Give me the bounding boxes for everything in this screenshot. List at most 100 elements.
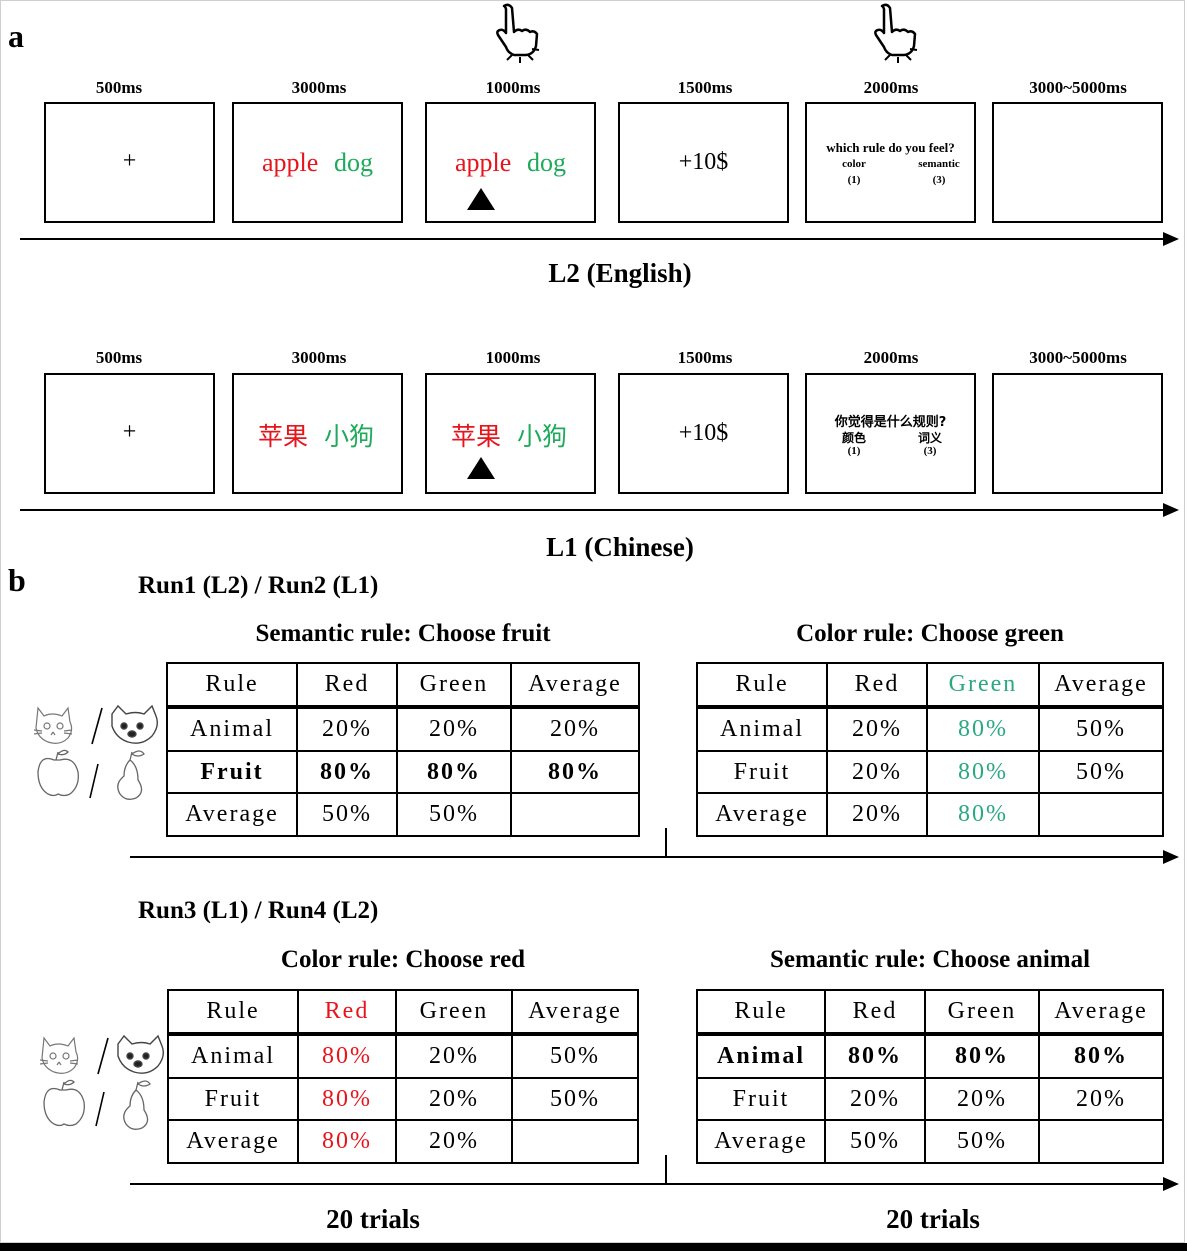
rule-question: which rule do you feel? — [826, 140, 955, 155]
l2-response-screen: apple dog — [425, 102, 596, 223]
option-color: 颜色 — [841, 431, 866, 445]
l2-time-1: 500ms — [95, 78, 143, 97]
block2-timeline-axis — [130, 1183, 1166, 1185]
slash-divider — [91, 707, 103, 745]
response-triangle-icon — [467, 188, 495, 210]
l2-time-6: 3000~5000ms — [1029, 78, 1127, 97]
block1-right-table: Rule Red Green Average Animal 20% 80% 50… — [696, 662, 1164, 837]
cat-sketch-icon — [39, 1036, 79, 1074]
table-cell: Average — [166, 792, 298, 837]
table-row: Animal 80% 80% 80% — [696, 1032, 1164, 1079]
table-cell — [511, 1119, 639, 1164]
table-cell — [1038, 792, 1164, 837]
table-cell: 50% — [824, 1119, 926, 1164]
table-cell: Fruit — [166, 749, 298, 795]
cat-sketch-icon — [33, 706, 73, 744]
fixation-cross: + — [122, 148, 137, 174]
l1-language-label: L1 (Chinese) — [546, 532, 694, 562]
table-cell: 50% — [924, 1119, 1040, 1164]
l2-language-label: L2 (English) — [548, 258, 692, 288]
block2-left-title: Color rule: Choose red — [280, 946, 526, 973]
table-cell: 80% — [510, 749, 640, 795]
pear-sketch-icon — [117, 750, 145, 800]
stimulus-word-red: 苹果 — [258, 422, 309, 451]
l1-stimulus-screen: 苹果 小狗 — [232, 373, 403, 494]
l2-timeline-arrow-icon — [1163, 232, 1179, 246]
l2-stimulus-screen: apple dog — [232, 102, 403, 223]
block1-run-title: Run1 (L2) / Run2 (L1) — [138, 572, 379, 599]
table-row: Fruit 80% 20% 50% — [167, 1076, 639, 1122]
l1-time-6: 3000~5000ms — [1029, 348, 1127, 367]
stimulus-sketches — [39, 1034, 165, 1130]
table-header-cell: Rule — [696, 989, 826, 1036]
table-cell: 80% — [926, 705, 1040, 752]
l2-rule-question-screen: which rule do you feel? color semantic (… — [805, 102, 976, 223]
l1-fixation-screen: + — [44, 373, 215, 494]
table-row: Animal 20% 80% 50% — [696, 705, 1164, 752]
block1-timeline-axis — [130, 856, 1166, 858]
block1-timeline-arrow-icon — [1163, 850, 1179, 864]
stimulus-sketches — [33, 704, 159, 800]
table-header-cell: Average — [1038, 662, 1164, 709]
table-cell: 80% — [297, 1032, 397, 1079]
l2-time-3: 1000ms — [485, 78, 541, 97]
table-header-cell: Green — [395, 989, 513, 1036]
option-semantic: semantic — [918, 158, 960, 170]
table-cell: 80% — [297, 1119, 397, 1164]
table-header-cell: Red — [826, 662, 928, 709]
table-cell: 20% — [824, 1076, 926, 1122]
l1-timeline-arrow-icon — [1163, 503, 1179, 517]
dog-sketch-icon — [117, 1034, 165, 1074]
l1-timeline-axis — [20, 509, 1165, 511]
block1-switch-tick — [665, 828, 667, 856]
table-header-cell: Rule — [696, 662, 828, 709]
table-cell: 50% — [296, 792, 398, 837]
table-cell: 50% — [396, 792, 512, 837]
reward-text: +10$ — [678, 149, 729, 175]
option-semantic-key: (3) — [932, 174, 946, 186]
table-header-row: Rule Red Green Average — [166, 662, 640, 709]
table-cell: Animal — [167, 1032, 299, 1079]
table-cell: 20% — [826, 705, 928, 752]
table-header-cell: Green — [924, 989, 1040, 1036]
table-row: Animal 20% 20% 20% — [166, 705, 640, 752]
table-cell: 20% — [395, 1119, 513, 1164]
block1-right-title: Color rule: Choose green — [796, 620, 1064, 647]
table-row: Average 50% 50% — [166, 792, 640, 837]
option-semantic: 词义 — [917, 431, 942, 445]
table-cell: 20% — [1038, 1076, 1164, 1122]
l1-time-5: 2000ms — [863, 348, 919, 367]
table-header-cell: Rule — [166, 662, 298, 709]
apple-sketch-icon — [43, 1079, 85, 1127]
table-cell: 50% — [1038, 705, 1164, 752]
table-cell: 20% — [396, 705, 512, 752]
table-cell: 20% — [826, 749, 928, 795]
table-cell: 80% — [1038, 1032, 1164, 1079]
table-cell — [510, 792, 640, 837]
table-cell: 80% — [924, 1032, 1040, 1079]
table-header-cell: Green — [926, 662, 1040, 709]
table-header-cell: Green — [396, 662, 512, 709]
table-cell: 80% — [926, 749, 1040, 795]
table-cell: 50% — [511, 1076, 639, 1122]
table-cell: 80% — [926, 792, 1040, 837]
option-color: color — [842, 158, 866, 170]
table-header-cell: Red — [296, 662, 398, 709]
reward-text: +10$ — [678, 420, 729, 446]
block2-timeline-arrow-icon — [1163, 1177, 1179, 1191]
table-header-cell: Average — [511, 989, 639, 1036]
response-triangle-icon — [467, 457, 495, 479]
table-row: Average 80% 20% — [167, 1119, 639, 1164]
l1-time-2: 3000ms — [291, 348, 347, 367]
pointing-hand-press-icon — [874, 3, 918, 63]
l1-iti-screen — [992, 373, 1163, 494]
table-row: Average 50% 50% — [696, 1119, 1164, 1164]
table-cell: 20% — [924, 1076, 1040, 1122]
l1-time-1: 500ms — [95, 348, 143, 367]
block2-left-table: Rule Red Green Average Animal 80% 20% 50… — [167, 989, 639, 1164]
block2-switch-tick — [665, 1155, 667, 1183]
table-header-cell: Average — [1038, 989, 1164, 1036]
slash-divider — [97, 1037, 109, 1075]
table-row: Average 20% 80% — [696, 792, 1164, 837]
